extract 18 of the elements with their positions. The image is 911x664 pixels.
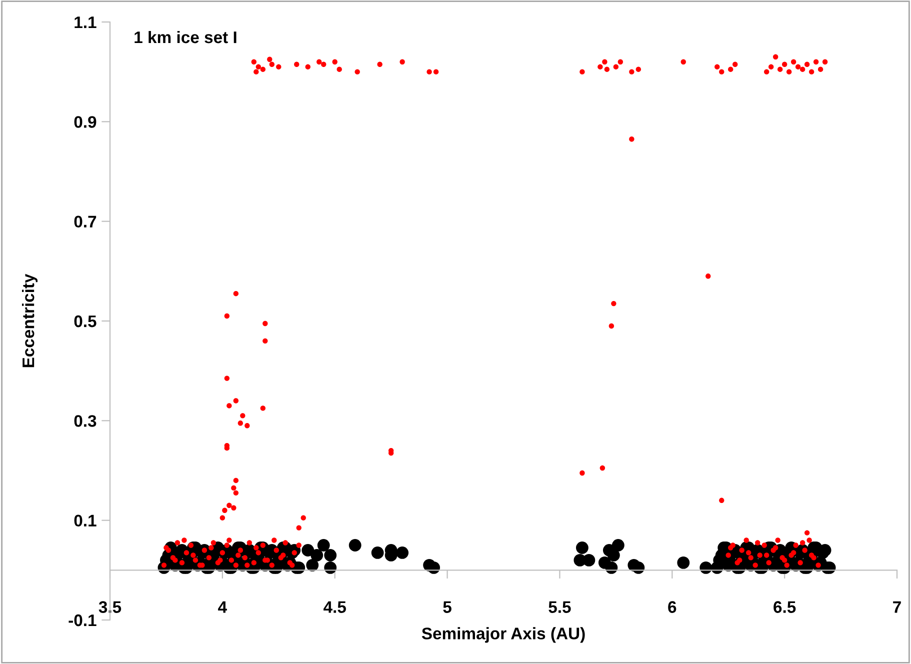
- y-tick-label: 0.9: [74, 116, 96, 128]
- x-tick-label: 5.5: [548, 601, 571, 613]
- x-tick-label: 4.5: [324, 601, 346, 613]
- y-tick-label: 0.1: [74, 514, 96, 527]
- y-tick-label: 0.7: [74, 216, 96, 228]
- x-axis-title: Semimajor Axis (AU): [422, 627, 585, 643]
- y-tick-label: -0.1: [68, 614, 96, 626]
- annotation: 1 km ice set I: [134, 30, 236, 44]
- x-tick-label: 3.5: [98, 601, 122, 613]
- y-tick-label: 0.5: [74, 315, 96, 328]
- y-tick-label: 0.3: [74, 415, 96, 427]
- x-tick-label: 7: [893, 601, 901, 613]
- y-tick-label: 1.1: [74, 16, 96, 28]
- y-axis-title: Eccentricity: [22, 274, 38, 368]
- x-tick-label: 6: [668, 601, 676, 613]
- x-tick-label: 4: [218, 601, 227, 613]
- x-tick-label: 5: [443, 601, 452, 613]
- x-tick-label: 6.5: [774, 601, 796, 613]
